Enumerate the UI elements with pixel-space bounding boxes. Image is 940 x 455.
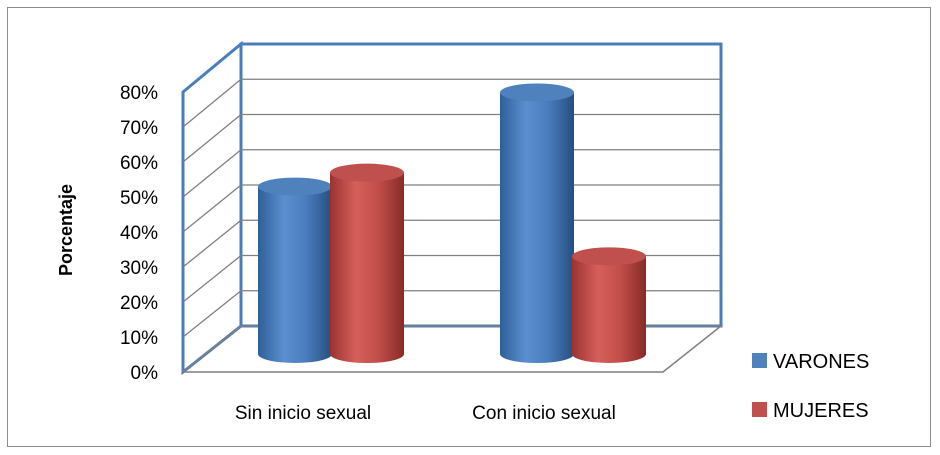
y-axis-label: Porcentaje — [56, 184, 76, 276]
x-axis-categories: Sin inicio sexual Con inicio sexual — [235, 403, 616, 424]
bar-varones-1 — [258, 177, 332, 363]
bar-top — [330, 163, 404, 182]
bar-body — [258, 186, 332, 363]
legend-label-mujeres: MUJERES — [773, 400, 869, 422]
floor — [180, 325, 724, 373]
bar-top — [500, 83, 574, 102]
y-axis-ticks: 0% 10% 20% 30% 40% 50% 60% 70% 80% — [120, 83, 158, 384]
bar-body — [500, 92, 574, 363]
bar-mujeres-2 — [572, 247, 646, 363]
bars — [258, 83, 646, 363]
gridline-side — [182, 78, 242, 128]
y-tick-label: 80% — [120, 83, 158, 104]
bar-top — [572, 247, 646, 266]
legend: VARONES MUJERES — [752, 351, 869, 422]
y-tick-label: 50% — [120, 188, 158, 209]
bar-top — [258, 177, 332, 196]
gridline-side — [182, 254, 242, 303]
bar-body — [572, 256, 646, 363]
bar-varones-2 — [500, 83, 574, 363]
legend-label-varones: VARONES — [773, 351, 869, 373]
gridline-side — [182, 113, 242, 163]
y-tick-label: 70% — [120, 118, 158, 139]
chart-frame — [7, 7, 931, 447]
y-tick-label: 20% — [120, 293, 158, 314]
legend-swatch-varones — [752, 353, 767, 368]
y-tick-label: 0% — [131, 363, 159, 384]
gridline-side — [182, 149, 242, 198]
y-tick-label: 10% — [120, 328, 158, 349]
y-tick-label: 60% — [120, 153, 158, 174]
y-tick-label: 40% — [120, 223, 158, 244]
bar-body — [330, 172, 404, 363]
x-category-label: Con inicio sexual — [472, 403, 616, 424]
bar-mujeres-1 — [330, 163, 404, 363]
x-category-label: Sin inicio sexual — [235, 403, 371, 424]
gridline-side — [182, 184, 242, 233]
gridline-side — [182, 290, 242, 338]
gridline-side — [182, 219, 242, 268]
y-tick-label: 30% — [120, 258, 158, 279]
legend-swatch-mujeres — [752, 402, 767, 417]
